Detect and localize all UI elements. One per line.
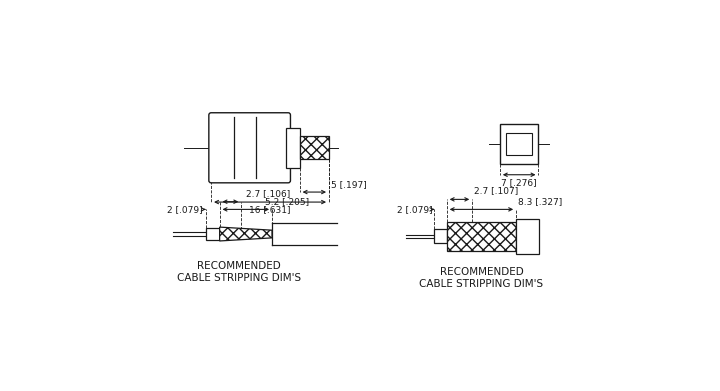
Bar (516, 219, 539, 254)
Text: 2.7 [.106]: 2.7 [.106] (246, 189, 290, 198)
Bar (506, 133, 532, 155)
Bar (286, 128, 300, 168)
Text: RECOMMENDED
CABLE STRIPPING DIM'S: RECOMMENDED CABLE STRIPPING DIM'S (177, 261, 301, 283)
FancyBboxPatch shape (209, 113, 290, 183)
Bar (447, 222, 516, 251)
Text: 2 [.079]: 2 [.079] (167, 205, 203, 214)
Bar (434, 230, 447, 243)
Bar (206, 228, 220, 240)
Bar (500, 124, 539, 164)
Text: 5.2 [.205]: 5.2 [.205] (265, 197, 309, 206)
Polygon shape (220, 227, 272, 241)
Text: 2.7 [.107]: 2.7 [.107] (474, 187, 518, 196)
Text: RECOMMENDED
CABLE STRIPPING DIM'S: RECOMMENDED CABLE STRIPPING DIM'S (419, 267, 544, 289)
Text: 5 [.197]: 5 [.197] (331, 180, 367, 189)
Text: 16 [.631]: 16 [.631] (249, 205, 291, 214)
Bar (300, 136, 329, 160)
Text: 8.3 [.327]: 8.3 [.327] (518, 197, 562, 206)
Text: 7 [.276]: 7 [.276] (501, 178, 537, 187)
Text: 2 [.079]: 2 [.079] (397, 205, 432, 214)
